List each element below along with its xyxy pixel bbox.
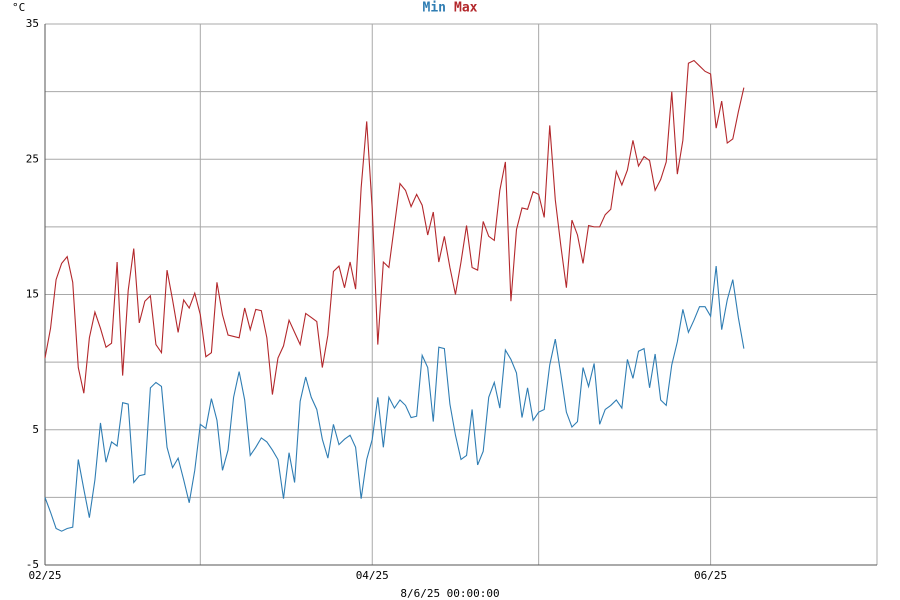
x-tick-label: 02/25: [28, 569, 61, 582]
legend-entry: Max: [454, 1, 478, 16]
legend-entry: Min: [423, 1, 446, 16]
y-axis-unit: °C: [12, 1, 25, 14]
y-tick-label: 15: [26, 288, 39, 301]
footer-timestamp: 8/6/25 00:00:00: [400, 587, 499, 600]
x-tick-label: 06/25: [694, 569, 727, 582]
y-tick-label: 5: [32, 423, 39, 436]
series-line: [44, 59, 745, 395]
y-tick-label: -5: [26, 558, 39, 571]
y-tick-label: 35: [26, 17, 39, 30]
y-tick-label: 25: [26, 152, 39, 165]
series-line: [44, 266, 745, 532]
x-tick-label: 04/25: [356, 569, 389, 582]
